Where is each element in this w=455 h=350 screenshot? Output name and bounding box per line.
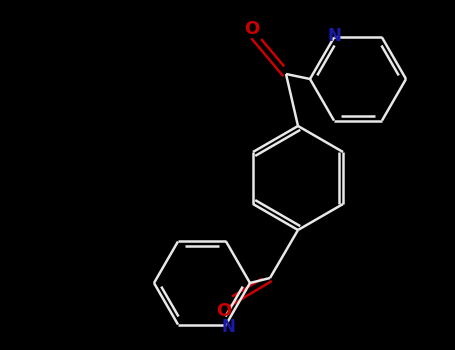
- Text: N: N: [327, 27, 341, 46]
- Text: O: O: [244, 20, 260, 38]
- Text: N: N: [221, 317, 235, 336]
- Text: O: O: [217, 302, 232, 320]
